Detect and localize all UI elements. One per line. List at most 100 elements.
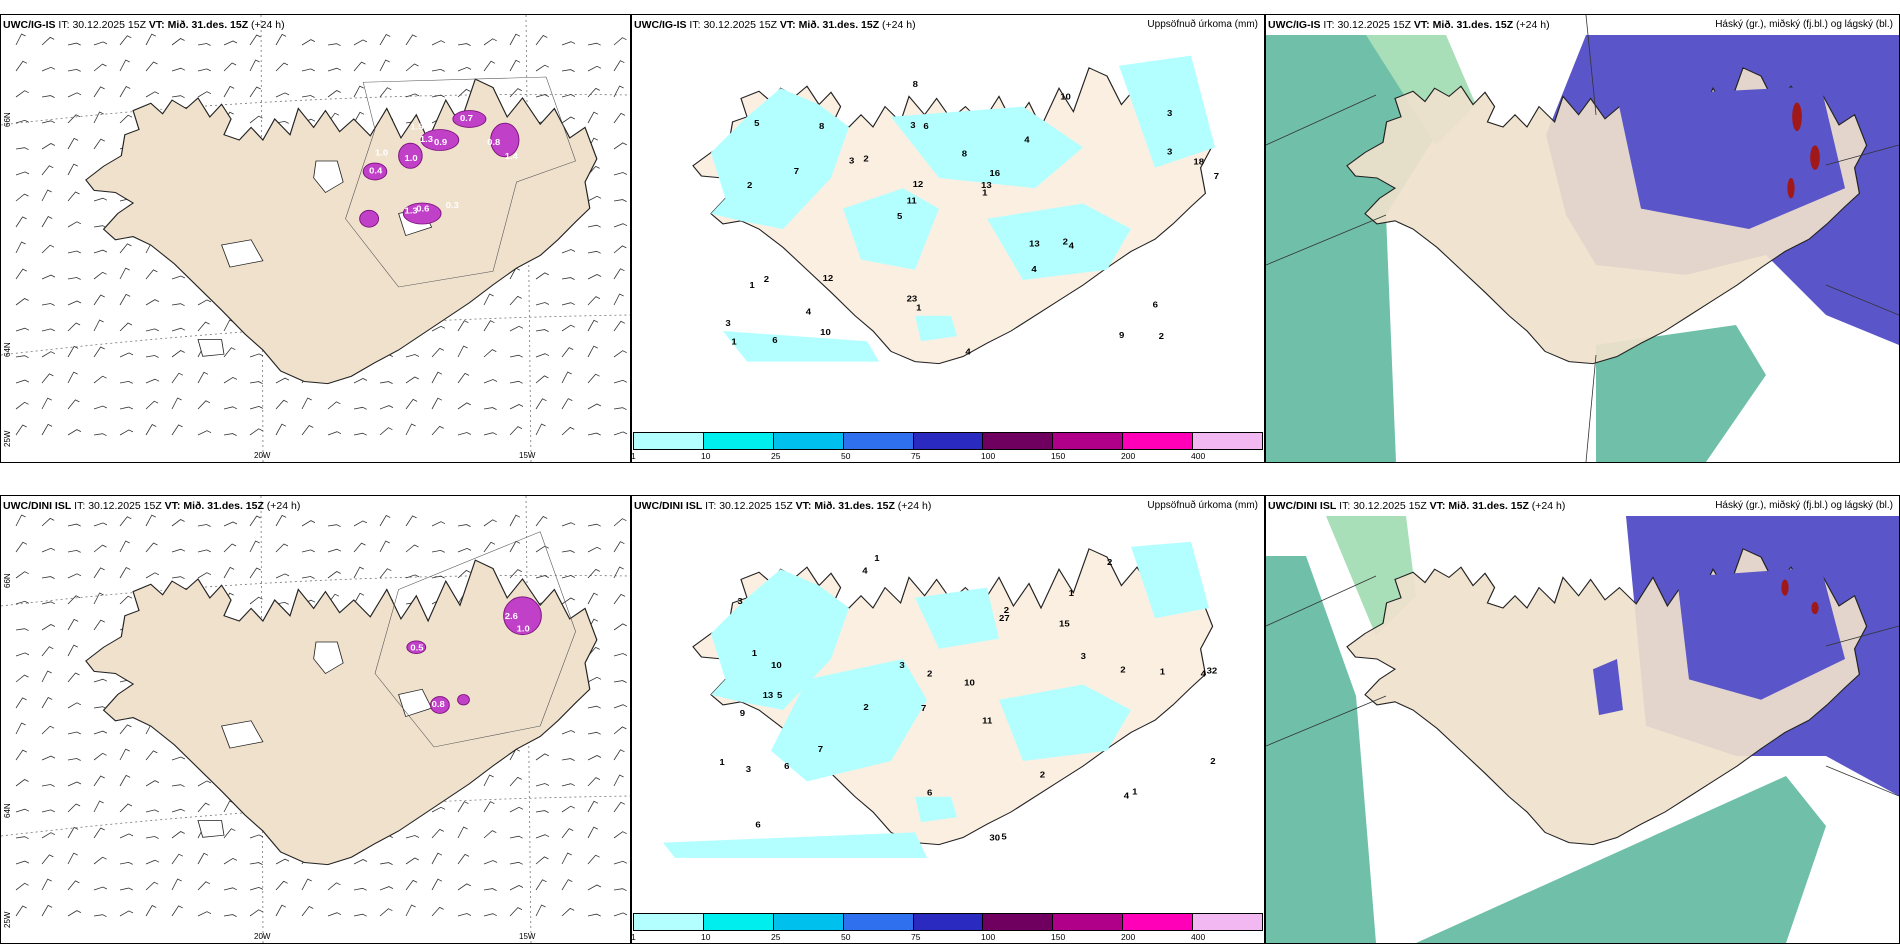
graticule bbox=[1, 496, 630, 943]
map-value-label: 4 bbox=[1124, 791, 1129, 800]
wind-barb bbox=[93, 914, 107, 918]
wind-barb bbox=[249, 428, 263, 436]
wind-barb bbox=[41, 832, 56, 839]
wind-barb bbox=[93, 827, 105, 839]
glacier-gaps bbox=[197, 160, 433, 357]
wind-barb bbox=[67, 731, 81, 735]
map-value-label: 1 bbox=[1069, 588, 1074, 597]
wind-barb bbox=[561, 398, 573, 410]
map-value-label: 6 bbox=[755, 820, 760, 829]
wind-barb bbox=[561, 522, 576, 527]
wind-barb bbox=[67, 549, 81, 553]
wind-barb bbox=[275, 880, 288, 891]
wind-barb bbox=[457, 66, 472, 72]
wind-barb bbox=[509, 88, 522, 98]
wind-barb bbox=[171, 808, 186, 813]
wind-barb bbox=[509, 426, 523, 436]
panel-cloud-ig: UWC/IG-IS IT: 30.12.2025 15Z VT: Mið. 31… bbox=[1265, 14, 1900, 463]
wind-barb bbox=[587, 195, 602, 202]
wind-barb bbox=[613, 112, 626, 124]
map-value-label: 13 bbox=[981, 181, 992, 190]
wind-barb bbox=[535, 272, 549, 280]
wind-barb bbox=[275, 377, 290, 384]
wind-barb bbox=[41, 624, 56, 631]
wind-barb bbox=[67, 68, 81, 72]
panel-precip-dini: 1 1 4 7 11 5 3 15 9 27 10 6 4 2 30 5 6 2 3 7 10 13 32 1 1 1 2 2 1 3 4 2… bbox=[631, 495, 1265, 944]
map-value-label: 0.6 bbox=[416, 204, 429, 213]
wind-barb bbox=[119, 540, 130, 553]
wind-barb bbox=[509, 776, 522, 787]
wind-barb bbox=[67, 644, 78, 657]
wind-barb bbox=[509, 835, 523, 839]
wind-barb bbox=[67, 803, 81, 813]
wind-barb bbox=[67, 618, 79, 631]
map-value-label: 0.3 bbox=[446, 201, 459, 210]
wind-barb bbox=[535, 34, 548, 46]
wind-barb bbox=[561, 324, 575, 332]
wind-barb bbox=[405, 398, 418, 410]
wind-barb bbox=[275, 423, 287, 436]
wind-barb bbox=[509, 295, 522, 306]
wind-barb bbox=[379, 540, 390, 553]
wind-barb bbox=[483, 379, 498, 384]
wind-barb bbox=[457, 801, 469, 813]
wind-barb bbox=[41, 373, 54, 384]
map-value-label: 5 bbox=[754, 119, 759, 128]
wind-barb bbox=[145, 542, 158, 553]
wind-barb bbox=[431, 828, 444, 839]
wind-barb bbox=[41, 517, 55, 527]
wind-barb bbox=[41, 547, 56, 553]
wind-barb bbox=[15, 652, 30, 657]
wind-barb bbox=[119, 293, 131, 306]
panel-title: Uppsöfnuð úrkoma (mm) bbox=[1147, 500, 1258, 511]
wind-barb bbox=[93, 346, 105, 358]
wind-barb bbox=[613, 680, 627, 683]
wind-barb bbox=[67, 573, 82, 579]
wind-barb bbox=[171, 784, 185, 788]
wind-barb bbox=[613, 293, 624, 306]
wind-barb bbox=[613, 268, 625, 280]
wind-barb bbox=[483, 860, 498, 865]
wind-barb bbox=[15, 193, 29, 202]
wind-barb bbox=[587, 731, 601, 735]
wind-barb bbox=[67, 163, 78, 176]
map-value-label: 0.9 bbox=[434, 138, 447, 147]
wind-barb bbox=[119, 243, 132, 254]
wind-barb bbox=[613, 37, 627, 46]
wind-barb bbox=[535, 398, 547, 410]
wind-barb bbox=[41, 601, 55, 605]
map-value-label: 5 bbox=[777, 690, 782, 699]
wind-barb bbox=[119, 85, 131, 98]
wind-barb bbox=[353, 61, 366, 72]
map-value-label: 9 bbox=[740, 709, 745, 718]
wind-barb bbox=[119, 406, 133, 410]
map-value-label: 4 bbox=[1069, 241, 1074, 250]
wind-barb bbox=[535, 810, 549, 813]
wind-barb bbox=[613, 749, 625, 761]
wind-barb bbox=[509, 514, 521, 527]
colorbar-segment bbox=[1123, 914, 1194, 930]
wind-barb bbox=[119, 516, 132, 527]
wind-barb bbox=[15, 541, 28, 553]
iceland-land bbox=[85, 78, 598, 385]
map-value-label: 16 bbox=[989, 169, 1000, 178]
wind-barb bbox=[67, 277, 81, 280]
map-value-label: 6 bbox=[784, 762, 789, 771]
map-value-label: 3 bbox=[1081, 652, 1086, 661]
wind-barb bbox=[431, 549, 445, 553]
map-value-label: 2 bbox=[1063, 237, 1068, 246]
wind-barb bbox=[561, 426, 575, 436]
wind-barb bbox=[41, 215, 53, 228]
wind-barb bbox=[353, 406, 367, 410]
map-value-label: 7 bbox=[794, 167, 799, 176]
wind-barb bbox=[145, 780, 160, 787]
wind-barb bbox=[405, 835, 420, 839]
wind-barb bbox=[119, 833, 134, 839]
wind-barb bbox=[587, 224, 601, 228]
wind-barb bbox=[93, 592, 104, 605]
colorbar-label: 150 bbox=[1051, 451, 1066, 461]
wind-barb bbox=[93, 775, 105, 787]
wind-barb bbox=[145, 904, 157, 917]
wind-barb bbox=[613, 431, 628, 436]
